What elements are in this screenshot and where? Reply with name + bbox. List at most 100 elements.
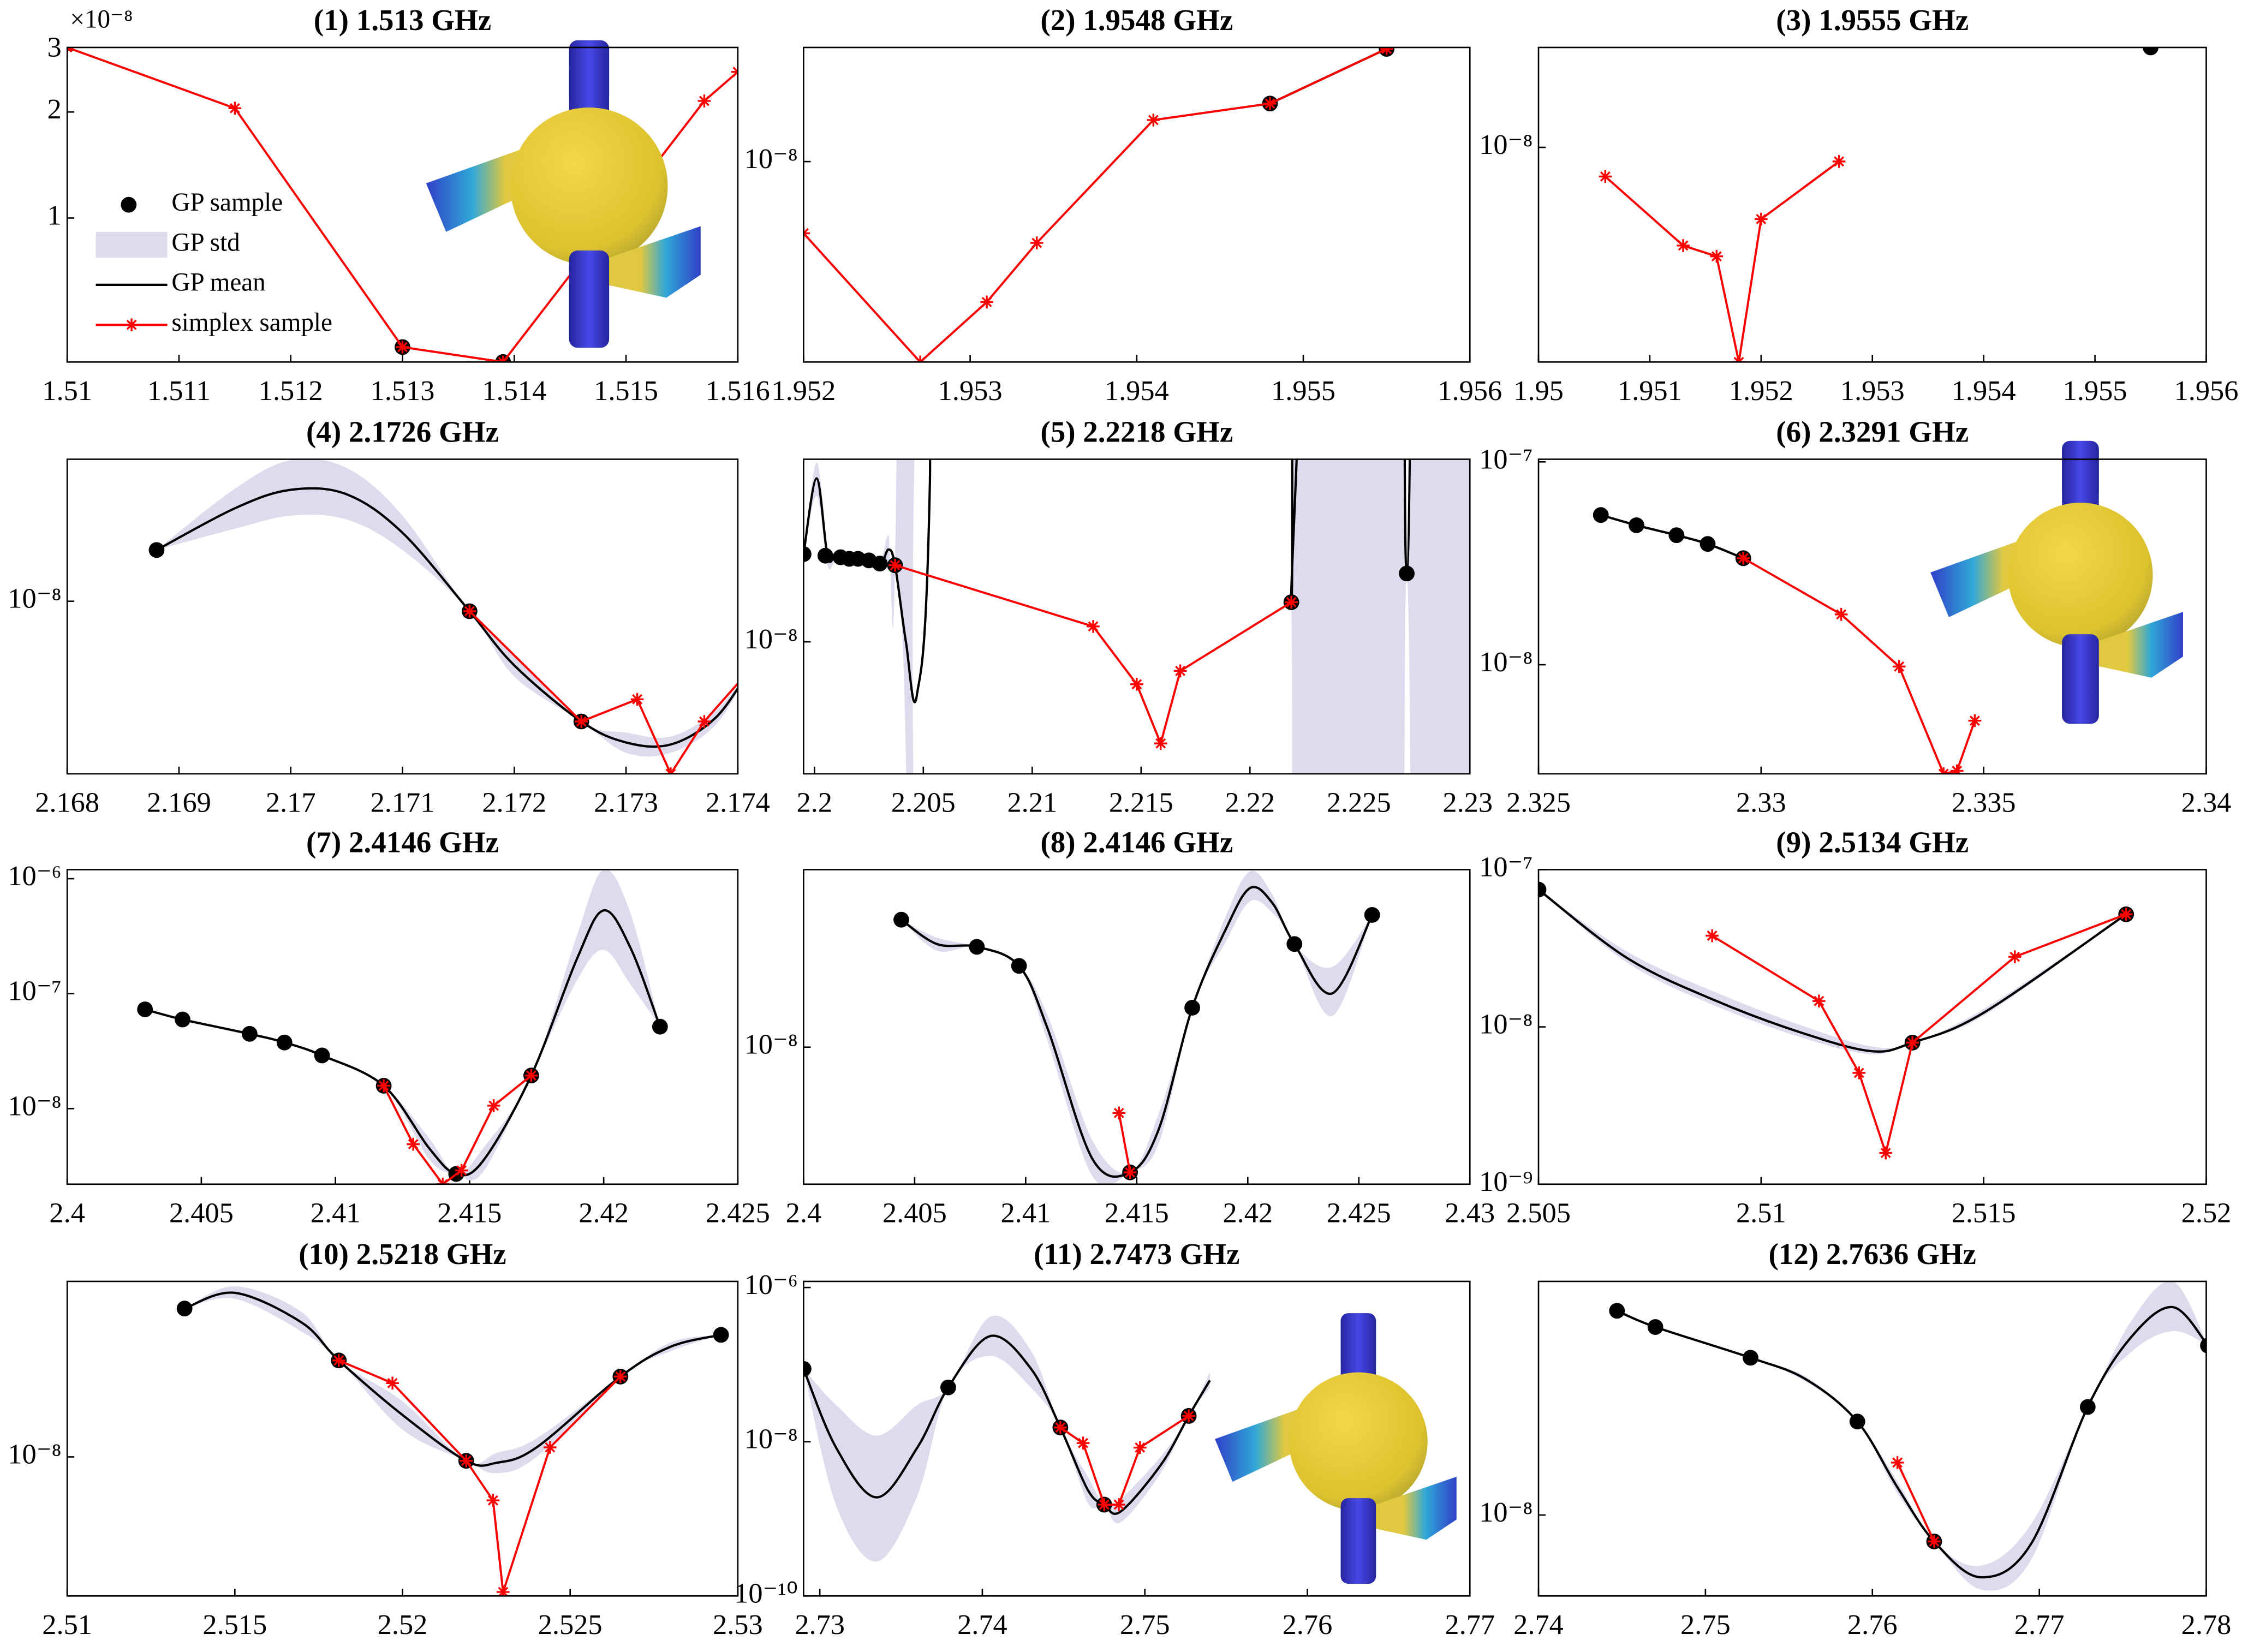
plot-area <box>803 1315 1211 1562</box>
x-tick-label: 2.42 <box>1223 1197 1273 1228</box>
x-tick-label: 1.514 <box>482 375 546 407</box>
inset-slab <box>600 226 701 298</box>
x-tick-label: 2.325 <box>1506 787 1571 819</box>
simplex-sample <box>228 102 242 115</box>
subplot-title: (2) 1.9548 GHz <box>1040 3 1233 37</box>
subplot: (2) 1.9548 GHz 1.952 1.953 1.954 1.955 1.956 1… <box>744 3 1502 407</box>
x-tick-label: 1.952 <box>771 375 836 407</box>
x-tick-label: 1.51 <box>42 375 92 407</box>
x-tick-label: 2.425 <box>1327 1197 1391 1228</box>
legend: GP sample GP std GP mean simplex sample <box>96 188 332 337</box>
simplex-sample <box>1173 664 1187 678</box>
x-tick-label: 2.74 <box>957 1609 1007 1641</box>
model-inset <box>1930 440 2183 724</box>
axes-frame <box>803 46 1471 363</box>
simplex-sample <box>630 693 644 706</box>
gp-sample <box>803 546 812 562</box>
y-tick-label: 2 <box>47 93 61 125</box>
gp-sample <box>803 1361 812 1377</box>
gp-mean-line <box>184 1291 722 1467</box>
simplex-sample <box>1380 47 1393 56</box>
x-tick-label: 1.955 <box>2063 375 2127 407</box>
y-tick-label: 3 <box>47 32 61 63</box>
gp-std-band <box>901 870 1373 1184</box>
y-tick-label: 10⁻⁷ <box>1479 851 1533 882</box>
y-tick-label: 10⁻⁸ <box>8 1090 61 1122</box>
simplex-line <box>1605 160 1840 362</box>
inset-cylinder-bottom <box>569 250 610 348</box>
simplex-sample <box>524 1069 538 1082</box>
x-tick-label: 2.173 <box>594 787 658 819</box>
simplex-sample <box>1879 1146 1893 1160</box>
y-tick-label: 10⁻⁶ <box>744 1269 798 1301</box>
gp-sample <box>276 1034 293 1051</box>
legend-label: GP sample <box>171 188 283 217</box>
x-tick-label: 2.77 <box>1445 1609 1495 1641</box>
x-tick-label: 2.52 <box>378 1609 428 1641</box>
y-tick-label: 10⁻⁷ <box>8 975 61 1007</box>
gp-mean-line <box>901 886 1374 1178</box>
simplex-sample <box>697 94 711 108</box>
x-tick-label: 2.17 <box>266 787 316 819</box>
simplex-sample <box>2119 908 2133 921</box>
gp-sample <box>1700 536 1716 552</box>
y-tick-label: 10⁻⁸ <box>744 623 798 655</box>
plot-area <box>137 869 668 1184</box>
subplot-title: (4) 2.1726 GHz <box>306 415 499 449</box>
gp-sample <box>1629 517 1644 533</box>
x-tick-label: 2.34 <box>2181 787 2232 819</box>
gp-std-band <box>145 869 660 1180</box>
simplex-sample <box>1710 249 1724 263</box>
simplex-sample <box>1834 608 1848 621</box>
simplex-sample <box>1928 1535 1941 1548</box>
y-tick-label: 10⁻⁸ <box>744 143 798 175</box>
plot-area <box>148 459 738 774</box>
x-tick-label: 2.22 <box>1225 787 1275 819</box>
gp-sample <box>1593 507 1609 523</box>
y-exponent: ×10⁻⁸ <box>70 5 133 34</box>
y-tick-label: 10⁻⁶ <box>8 860 61 892</box>
simplex-sample <box>2008 950 2022 963</box>
axes-frame <box>66 46 739 363</box>
inset-sphere <box>2008 503 2153 648</box>
x-tick-label: 2.76 <box>1283 1609 1333 1641</box>
gp-sample <box>175 1011 190 1028</box>
gp-sample <box>1399 565 1415 582</box>
simplex-sample <box>332 1353 345 1367</box>
x-tick-label: 1.953 <box>938 375 1003 407</box>
inset-cylinder-top <box>2062 440 2099 500</box>
x-tick-label: 2.215 <box>1109 787 1173 819</box>
inset-slab <box>2091 612 2183 678</box>
x-tick-label: 2.415 <box>437 1197 502 1228</box>
x-tick-label: 2.75 <box>1680 1609 1731 1641</box>
y-tick-label: 10⁻⁸ <box>1479 1009 1533 1040</box>
axes-frame <box>803 869 1471 1185</box>
simplex-sample <box>486 1494 500 1507</box>
subplot-title: (10) 2.5218 GHz <box>299 1237 506 1271</box>
simplex-sample <box>460 1454 473 1468</box>
gp-sample <box>1471 548 1487 564</box>
simplex-sample <box>497 1585 510 1596</box>
gp-sample <box>241 1025 258 1042</box>
gp-sample <box>713 1327 729 1343</box>
plot-area <box>1599 47 2158 362</box>
x-tick-label: 2.174 <box>706 787 770 819</box>
gp-mean-line <box>1539 888 2127 1053</box>
subplot-title: (5) 2.2218 GHz <box>1040 415 1233 449</box>
x-tick-label: 2.335 <box>1952 787 2016 819</box>
axes-frame <box>1537 1280 2207 1597</box>
legend-swatch <box>121 196 137 213</box>
subplot-title: (7) 2.4146 GHz <box>306 825 499 858</box>
plot-area <box>67 47 738 362</box>
x-tick-label: 2.23 <box>1442 787 1493 819</box>
plot-area <box>1609 1281 2207 1591</box>
x-tick-label: 2.73 <box>795 1609 845 1641</box>
axes-frame <box>803 458 1471 775</box>
y-tick-label: 10⁻⁸ <box>744 1423 798 1455</box>
x-tick-label: 2.425 <box>706 1197 770 1228</box>
simplex-line <box>1712 913 2127 1157</box>
x-tick-label: 2.225 <box>1327 787 1391 819</box>
simplex-line <box>895 564 1292 747</box>
x-tick-label: 1.954 <box>1952 375 2016 407</box>
